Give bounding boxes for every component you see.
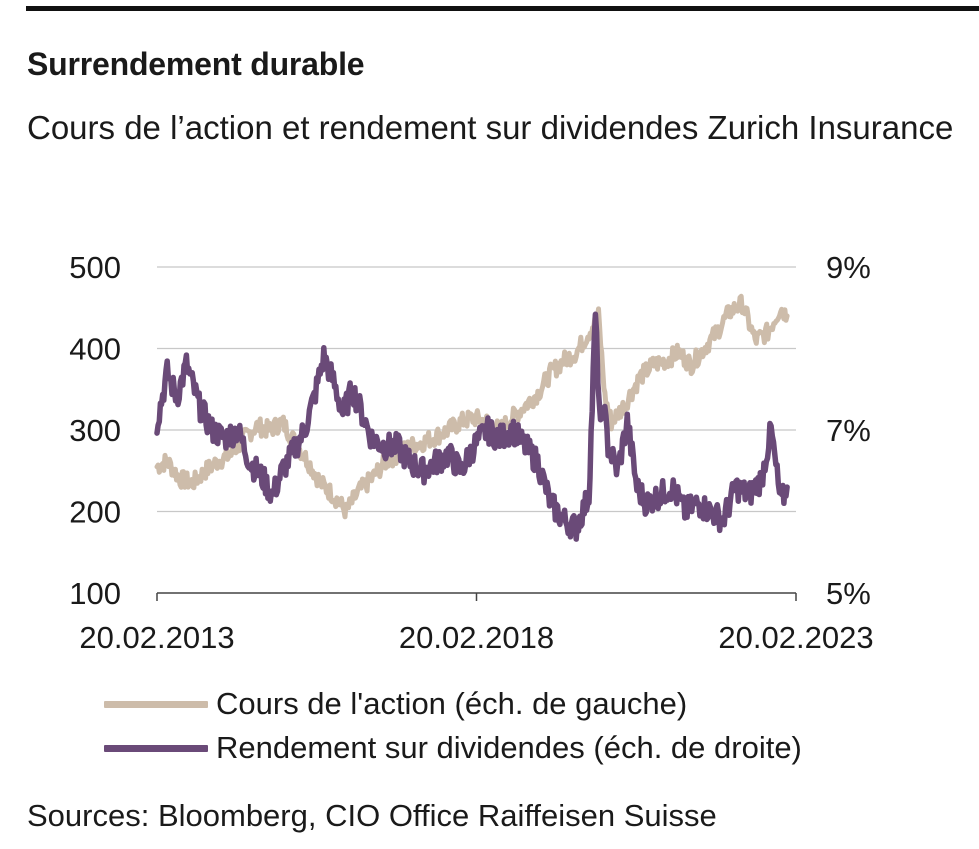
- legend-label-dividend-yield: Rendement sur dividendes (éch. de droite…: [216, 730, 802, 765]
- y-left-tick-label: 500: [69, 250, 121, 285]
- y-left-tick-label: 300: [69, 413, 121, 448]
- tick-labels: 500 400 300 200 100 9% 7% 5% 20.02.2013 20.02.201…: [69, 250, 873, 655]
- x-tick-label: 20.02.2023: [718, 620, 873, 655]
- y-left-tick-label: 200: [69, 495, 121, 530]
- axis-layer: [156, 592, 797, 601]
- series-layer: [154, 293, 790, 542]
- source-note: Sources: Bloomberg, CIO Office Raiffeise…: [27, 798, 717, 833]
- y-right-tick-label: 7%: [826, 413, 871, 448]
- series-line-share-price: [154, 293, 790, 520]
- y-left-tick-label: 400: [69, 332, 121, 367]
- y-right-tick-label: 5%: [826, 576, 871, 611]
- series-line-dividend-yield: [154, 311, 790, 542]
- legend-item-dividend-yield: Rendement sur dividendes (éch. de droite…: [104, 726, 802, 770]
- x-tick-label: 20.02.2018: [399, 620, 554, 655]
- y-right-tick-label: 9%: [826, 250, 871, 285]
- legend: Cours de l'action (éch. de gauche) Rende…: [104, 682, 802, 770]
- legend-swatch-share-price: [104, 700, 208, 708]
- chart-title: Surrendement durable: [27, 46, 365, 82]
- legend-item-share-price: Cours de l'action (éch. de gauche): [104, 682, 802, 726]
- y-left-tick-label: 100: [69, 576, 121, 611]
- x-tick-label: 20.02.2013: [79, 620, 234, 655]
- chart-subtitle: Cours de l’action et rendement sur divid…: [27, 109, 954, 146]
- top-rule: [26, 6, 979, 11]
- legend-swatch-dividend-yield: [104, 744, 208, 752]
- legend-label-share-price: Cours de l'action (éch. de gauche): [216, 686, 688, 721]
